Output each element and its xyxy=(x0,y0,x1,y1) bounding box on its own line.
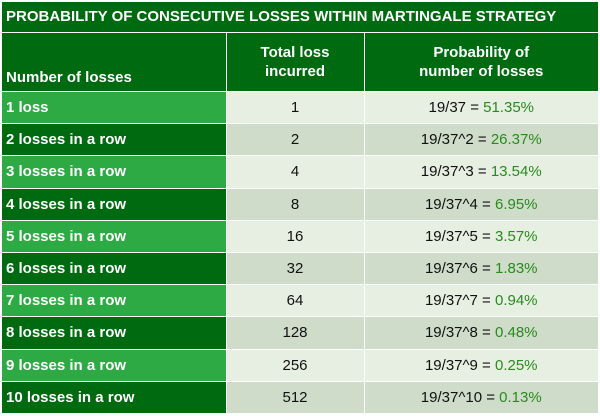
row-label: 3 losses in a row xyxy=(2,155,226,189)
row-label: 2 losses in a row xyxy=(2,123,226,156)
probability-percent: 13.54% xyxy=(490,163,542,181)
probability-percent: 0.48% xyxy=(494,324,538,342)
table-row: 4 losses in a row 8 19/37^4 = 6.95% xyxy=(2,187,598,221)
probability-percent: 3.57% xyxy=(494,227,538,245)
header-total-loss-line2: incurred xyxy=(264,63,325,80)
row-total-loss: 32 xyxy=(225,251,364,285)
data-table: Number of losses Total loss incurred Pro… xyxy=(2,33,598,413)
table-row: 2 losses in a row 2 19/37^2 = 26.37% xyxy=(2,123,598,156)
table-row: 7 losses in a row 64 19/37^7 = 0.94% xyxy=(2,284,598,317)
header-probability-line1: Probability of xyxy=(433,44,530,61)
probability-percent: 26.37% xyxy=(490,131,542,149)
probability-formula: 19/37^6 = xyxy=(424,260,495,278)
probability-formula: 19/37^5 = xyxy=(424,227,495,245)
row-total-loss: 2 xyxy=(225,123,364,156)
table-body: 1 loss 1 19/37 = 51.35% 2 losses in a row 2 1… xyxy=(2,90,598,413)
row-probability: 19/37^7 = 0.94% xyxy=(363,284,598,317)
row-total-loss: 128 xyxy=(225,316,364,349)
probability-formula: 19/37^7 = xyxy=(424,292,495,310)
probability-percent: 0.13% xyxy=(499,388,542,406)
row-total-loss: 8 xyxy=(225,187,364,221)
row-label: 6 losses in a row xyxy=(2,251,226,285)
table-row: 9 losses in a row 256 19/37^9 = 0.25% xyxy=(2,348,598,382)
header-probability: Probability of number of losses xyxy=(363,33,598,92)
table-row: 6 losses in a row 32 19/37^6 = 1.83% xyxy=(2,251,598,285)
probability-formula: 19/37 = xyxy=(428,99,484,117)
header-probability-line2: number of losses xyxy=(419,63,544,80)
row-probability: 19/37^8 = 0.48% xyxy=(363,316,598,349)
header-row: Number of losses Total loss incurred Pro… xyxy=(2,33,598,92)
row-label: 1 loss xyxy=(2,90,226,124)
row-label: 5 losses in a row xyxy=(2,219,226,253)
table-row: 1 loss 1 19/37 = 51.35% xyxy=(2,90,598,124)
table-title: PROBABILITY OF CONSECUTIVE LOSSES WITHIN… xyxy=(2,2,598,33)
probability-formula: 19/37^4 = xyxy=(424,195,495,213)
row-label: 9 losses in a row xyxy=(2,348,226,382)
table-row: 10 losses in a row 512 19/37^10 = 0.13% xyxy=(2,380,598,413)
row-label: 8 losses in a row xyxy=(2,316,226,349)
table-row: 8 losses in a row 128 19/37^8 = 0.48% xyxy=(2,316,598,349)
row-probability: 19/37^4 = 6.95% xyxy=(363,187,598,221)
row-total-loss: 4 xyxy=(225,155,364,189)
row-probability: 19/37^5 = 3.57% xyxy=(363,219,598,253)
header-total-loss-line1: Total loss xyxy=(260,44,330,61)
probability-formula: 19/37^3 = xyxy=(420,163,491,181)
probability-formula: 19/37^8 = xyxy=(424,324,495,342)
row-total-loss: 64 xyxy=(225,284,364,317)
row-probability: 19/37^9 = 0.25% xyxy=(363,348,598,382)
table-row: 3 losses in a row 4 19/37^3 = 13.54% xyxy=(2,155,598,189)
probability-formula: 19/37^10 = xyxy=(420,388,500,406)
row-label: 7 losses in a row xyxy=(2,284,226,317)
row-total-loss: 1 xyxy=(225,90,364,124)
header-number-of-losses: Number of losses xyxy=(2,33,226,92)
row-label: 4 losses in a row xyxy=(2,187,226,221)
probability-percent: 6.95% xyxy=(494,195,538,213)
header-total-loss: Total loss incurred xyxy=(225,33,364,92)
probability-formula: 19/37^2 = xyxy=(420,131,491,149)
probability-formula: 19/37^9 = xyxy=(424,356,495,374)
probability-percent: 51.35% xyxy=(483,99,534,117)
probability-percent: 1.83% xyxy=(494,260,538,278)
row-probability: 19/37^6 = 1.83% xyxy=(363,251,598,285)
row-label: 10 losses in a row xyxy=(2,380,226,413)
row-total-loss: 512 xyxy=(225,380,364,413)
row-probability: 19/37^3 = 13.54% xyxy=(363,155,598,189)
table-row: 5 losses in a row 16 19/37^5 = 3.57% xyxy=(2,219,598,253)
probability-percent: 0.25% xyxy=(494,356,538,374)
probability-percent: 0.94% xyxy=(494,292,538,310)
row-probability: 19/37^10 = 0.13% xyxy=(363,380,598,413)
row-probability: 19/37 = 51.35% xyxy=(363,90,598,124)
row-total-loss: 16 xyxy=(225,219,364,253)
row-total-loss: 256 xyxy=(225,348,364,382)
row-probability: 19/37^2 = 26.37% xyxy=(363,123,598,156)
